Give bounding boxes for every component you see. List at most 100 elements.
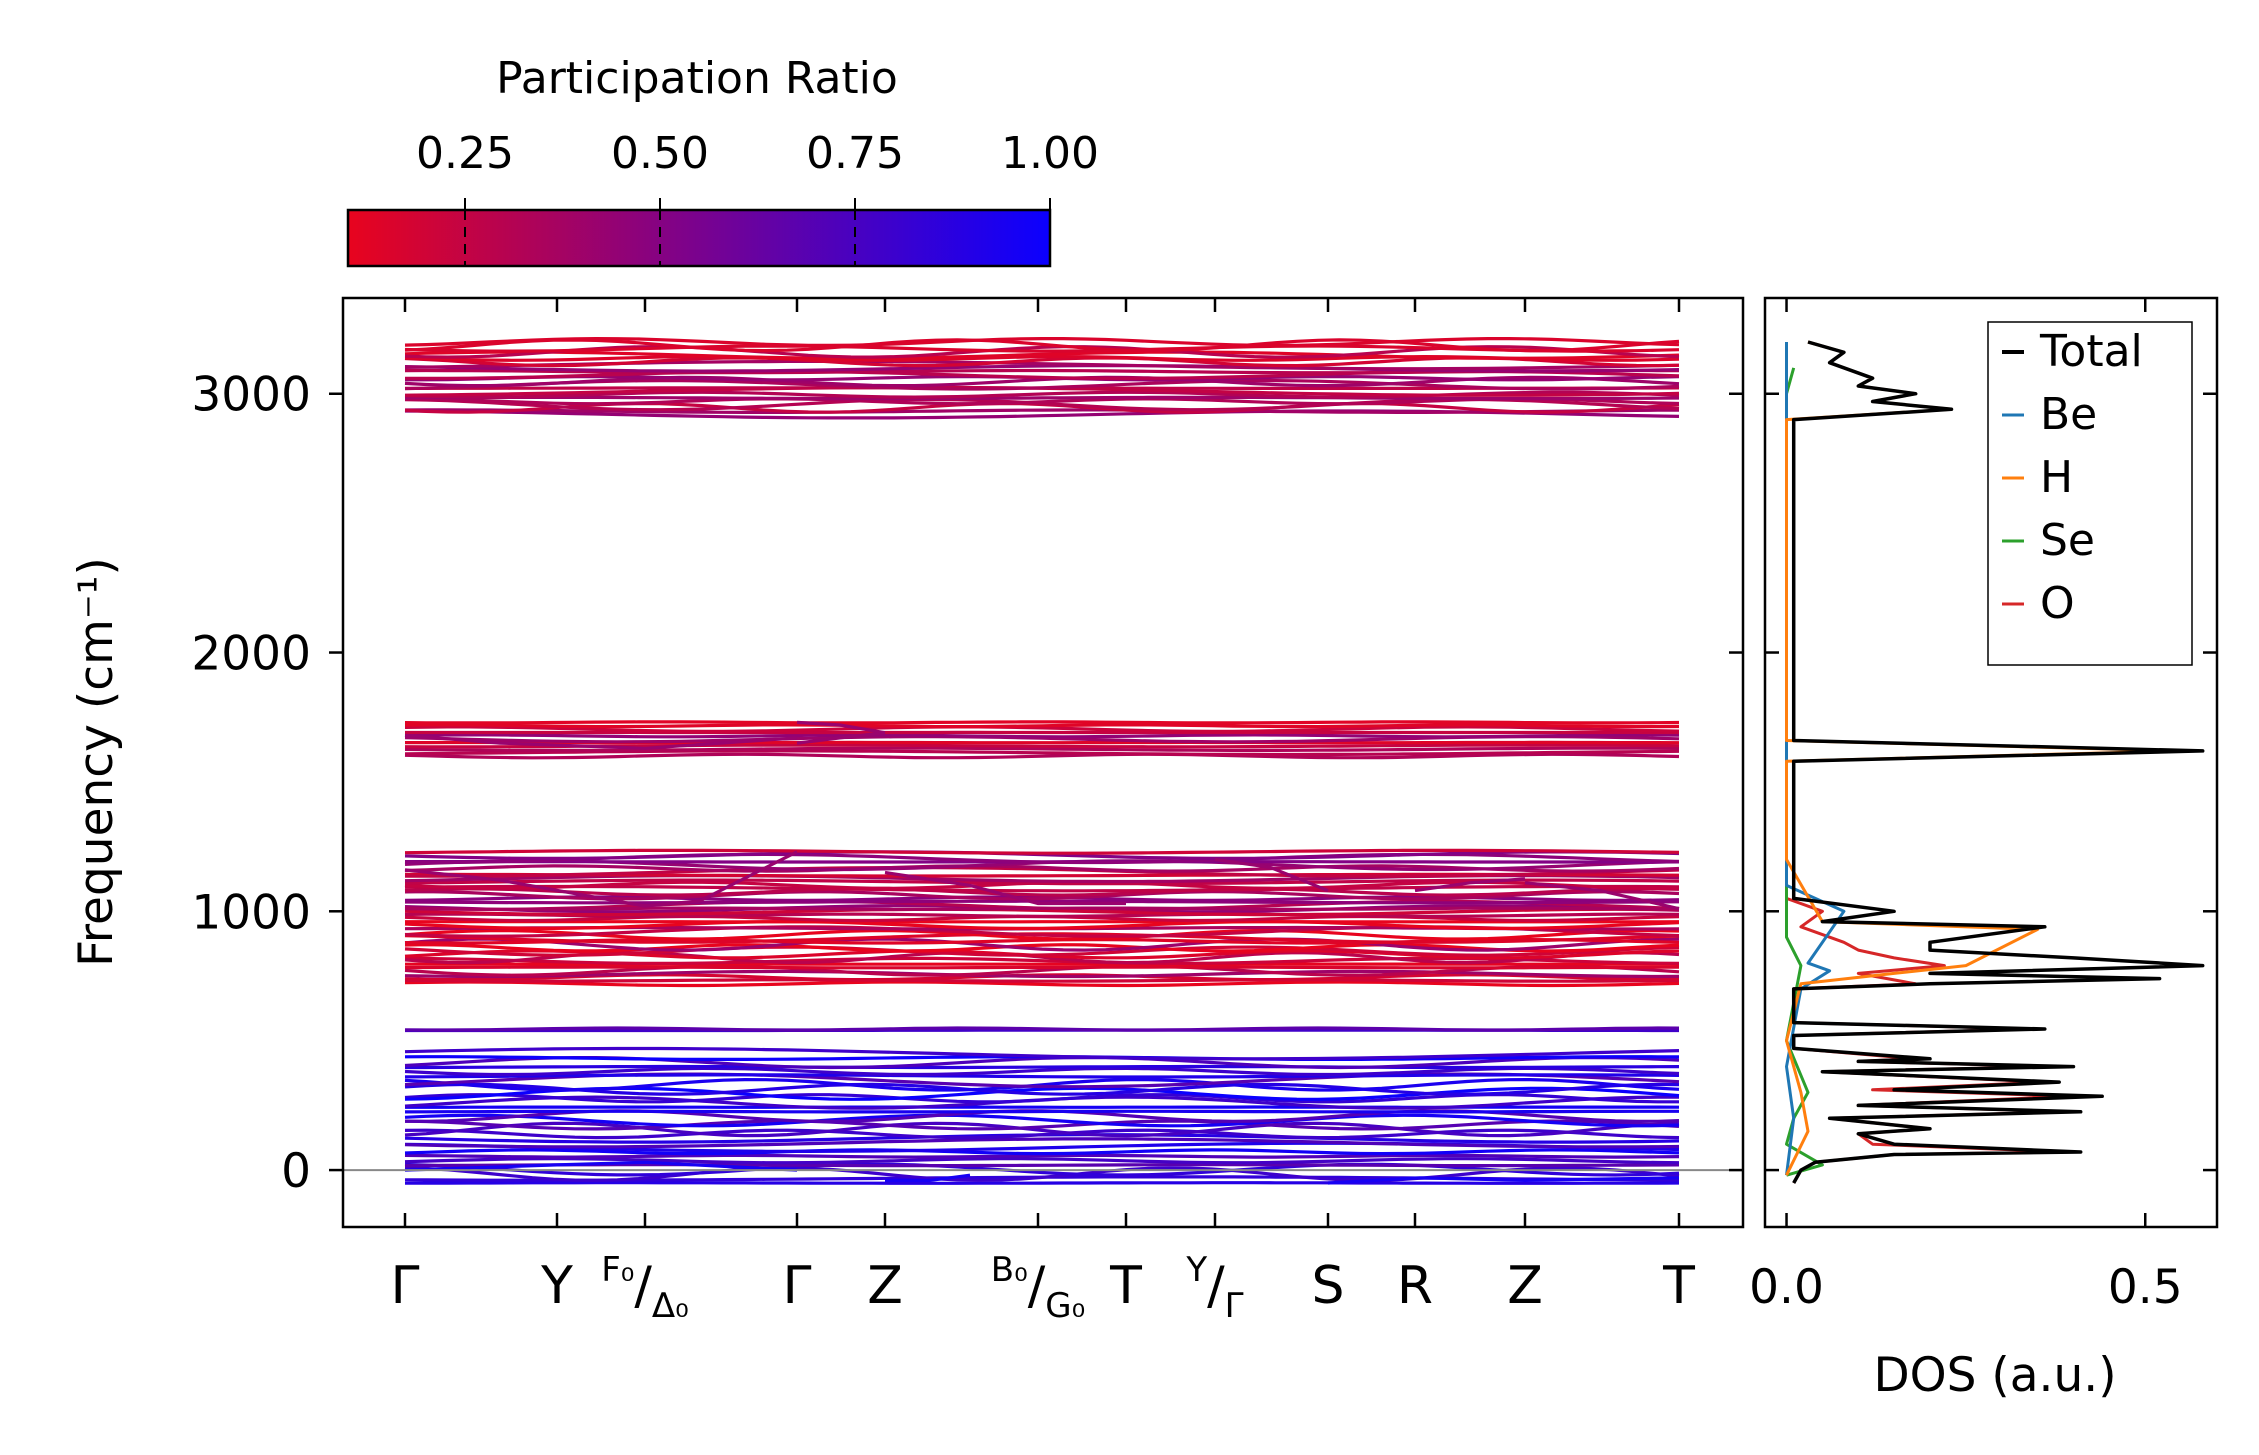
band-line-5 (404, 395, 1680, 401)
band-line-94 (404, 1109, 1679, 1114)
dos-lines (1785, 340, 2205, 1184)
band-line-90 (404, 1121, 1680, 1138)
band-line-39 (404, 887, 1680, 897)
band-line-80 (404, 1166, 1680, 1182)
band-line-23 (404, 752, 1680, 760)
band-branch-8 (404, 1160, 798, 1172)
x-axis-label-dos: DOS (a.u.) (1873, 1348, 2116, 1403)
colorbar-tick-label-0: 0.25 (416, 128, 514, 179)
colorbar-tick-label-2: 0.75 (806, 128, 904, 179)
band-line-81 (404, 1162, 1680, 1177)
path-label-9: R (1397, 1256, 1433, 1316)
band-line-70 (404, 919, 1680, 931)
band-line-52 (404, 980, 1680, 988)
path-label-0: Γ (391, 1256, 420, 1316)
band-branch-3 (1414, 877, 1526, 893)
band-line-25 (404, 746, 1680, 752)
band-branch-1 (884, 870, 1126, 906)
band-line-29 (404, 733, 1680, 739)
band-x-ticks: Γ Y F₀/Δ₀ Γ Z B₀/G₀ T Y/Γ S R Z T (391, 298, 1695, 1326)
band-line-56 (404, 964, 1680, 977)
legend-label-be: Be (2040, 389, 2097, 440)
legend-label-o: O (2040, 578, 2075, 629)
path-label-11: T (1662, 1256, 1695, 1316)
band-line-85 (404, 1148, 1680, 1156)
band-line-45 (404, 866, 1680, 878)
band-line-99 (404, 1082, 1680, 1096)
band-line-57 (404, 965, 1680, 970)
band-line-102 (404, 1073, 1680, 1079)
colorbar-tick-label-3: 1.00 (1001, 128, 1099, 179)
dos-series-total (1791, 340, 2205, 1184)
colorbar-ticks: 0.25 0.50 0.75 1.00 (416, 128, 1099, 266)
band-line-22 (404, 336, 1680, 348)
band-branch-4 (1524, 881, 1680, 911)
legend-frame (1987, 321, 2193, 666)
band-line-33 (404, 720, 1680, 725)
path-label-3: Γ (783, 1256, 812, 1316)
band-line-83 (404, 1157, 1680, 1165)
band-line-32 (404, 723, 1680, 729)
band-line-38 (404, 890, 1680, 901)
dos-axes-frame (1763, 296, 2219, 1229)
band-line-1 (404, 408, 1680, 414)
band-line-63 (404, 943, 1680, 953)
legend: Total Be H Se O (1987, 321, 2193, 666)
band-line-64 (404, 937, 1680, 952)
band-lines (404, 336, 1680, 1185)
path-label-5: B₀/G₀ (991, 1250, 1085, 1326)
band-y-ticks: 0 1000 2000 3000 (191, 368, 1743, 1199)
band-line-74 (404, 907, 1680, 917)
band-line-78 (404, 1181, 1680, 1185)
path-label-4: Z (867, 1256, 903, 1316)
dos-panel: 0.0 0.5 DOS (a.u.) Total Be H Se O (1749, 296, 2219, 1403)
band-branch-2 (1214, 857, 1329, 893)
band-ytick-label-0: 0 (281, 1144, 311, 1199)
band-line-31 (404, 725, 1680, 733)
band-branch-5 (404, 733, 798, 750)
band-line-67 (404, 928, 1680, 941)
band-line-18 (404, 350, 1680, 360)
band-branch-6 (796, 720, 886, 735)
legend-label-total: Total (2039, 326, 2143, 377)
band-ytick-label-3: 3000 (191, 368, 311, 423)
band-line-42 (404, 878, 1680, 886)
band-line-40 (404, 884, 1680, 893)
path-label-1: Y (540, 1256, 573, 1316)
dos-xtick-label-1: 0.5 (2108, 1260, 2183, 1315)
band-line-36 (404, 899, 1680, 905)
path-label-8: S (1311, 1256, 1344, 1316)
dos-y-ticks (1765, 392, 2217, 1172)
band-branch-0 (404, 850, 798, 908)
band-line-103 (404, 1066, 1680, 1077)
path-label-7: Y/Γ (1185, 1250, 1243, 1326)
dos-xtick-label-0: 0.0 (1749, 1260, 1824, 1315)
colorbar-tick-label-1: 0.50 (611, 128, 709, 179)
band-line-55 (404, 969, 1680, 979)
band-axes-frame (341, 296, 1745, 1229)
band-branch-9 (885, 1173, 971, 1182)
band-branch-10 (1327, 1176, 1680, 1185)
band-ytick-label-1: 1000 (191, 885, 311, 940)
y-axis-label: Frequency (cm⁻¹) (69, 557, 124, 967)
band-line-75 (404, 906, 1680, 911)
path-label-6: T (1109, 1256, 1142, 1316)
dos-series-se (1785, 367, 1824, 1177)
band-ytick-label-2: 2000 (191, 627, 311, 682)
band-line-107 (404, 1046, 1680, 1061)
band-line-92 (404, 1113, 1680, 1128)
dos-x-ticks: 0.0 0.5 (1749, 298, 2183, 1315)
colorbar: Participation Ratio 0.25 0.50 0.75 1.00 (346, 53, 1099, 268)
band-line-104 (405, 1064, 1680, 1070)
colorbar-label: Participation Ratio (496, 53, 898, 104)
band-line-89 (404, 1128, 1680, 1140)
legend-label-h: H (2040, 452, 2073, 503)
band-line-21 (404, 338, 1680, 353)
band-line-53 (404, 978, 1680, 983)
band-line-100 (404, 1077, 1680, 1092)
band-line-91 (404, 1119, 1680, 1131)
band-line-51 (404, 848, 1680, 855)
band-line-73 (404, 912, 1680, 918)
